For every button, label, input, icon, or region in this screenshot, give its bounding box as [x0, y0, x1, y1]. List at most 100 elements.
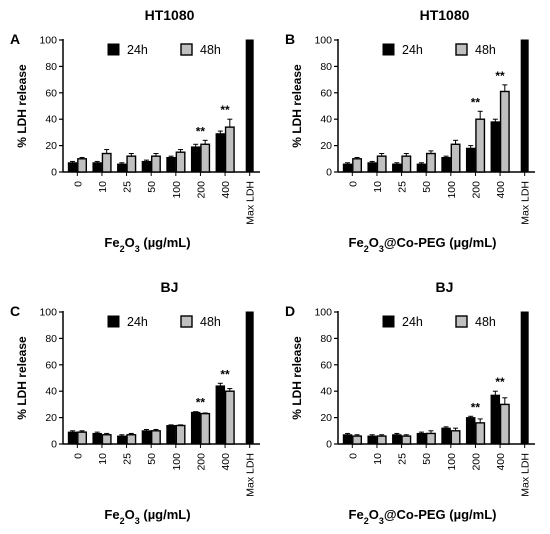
bar-max-ldh: [245, 39, 254, 173]
bar-max-ldh: [520, 311, 529, 445]
chart-panel-a: A HT1080 % LDH release 0 20 40 60 80 100 0 10 25 50 1…: [10, 7, 260, 254]
x-axis-label: Fe2O3@Co-PEG (µg/mL): [349, 507, 497, 526]
x-tick-label: 10: [372, 181, 384, 193]
x-tick-label: 100: [446, 453, 458, 471]
bar-48h: [175, 424, 186, 445]
x-tick-label: 25: [122, 453, 134, 465]
legend-label-48h: 48h: [200, 43, 221, 57]
x-tick-label: 0: [347, 181, 359, 187]
bar-24h: [215, 133, 226, 173]
bar-24h: [141, 430, 152, 445]
bar-24h: [465, 147, 476, 173]
significance-mark: **: [471, 400, 481, 414]
panel-letter: A: [10, 31, 20, 47]
significance-mark: **: [196, 124, 206, 138]
chart-panel-d: D BJ % LDH release 0 20 40 60 80 100 0 10 25 50 100 **…: [285, 279, 535, 526]
bar-48h: [475, 422, 486, 445]
x-axis-label: Fe2O3 (µg/mL): [104, 507, 190, 526]
legend-label-48h: 48h: [200, 315, 221, 329]
bar-24h: [490, 121, 501, 173]
y-tick-label: 20: [320, 412, 332, 424]
bar-24h: [141, 160, 152, 173]
x-tick-label: 0: [72, 181, 84, 187]
legend-label-48h: 48h: [475, 43, 496, 57]
bar-24h: [166, 425, 176, 445]
bar-24h: [215, 385, 226, 445]
x-tick-label: 25: [397, 181, 409, 193]
bar-48h: [126, 434, 137, 445]
y-tick-label: 20: [45, 140, 57, 152]
significance-mark: **: [220, 367, 230, 381]
bar-48h: [352, 435, 363, 445]
y-tick-label: 40: [45, 386, 57, 398]
bar-48h: [200, 412, 211, 445]
bar-24h: [67, 162, 78, 173]
panel-title: BJ: [161, 279, 179, 295]
significance-mark: **: [196, 396, 206, 410]
x-tick-label: 400: [495, 181, 507, 199]
x-tick-label: 200: [195, 181, 207, 199]
significance-mark: **: [495, 375, 505, 389]
bar-max-ldh: [245, 311, 254, 445]
bar-48h: [224, 126, 235, 173]
bar-24h: [367, 435, 377, 445]
bar-24h: [416, 432, 427, 445]
x-tick-label: Max LDH: [245, 181, 257, 225]
y-tick-label: 0: [326, 167, 332, 179]
y-tick-label: 0: [51, 167, 57, 179]
bar-24h: [392, 163, 402, 173]
x-tick-label: 400: [220, 181, 232, 199]
y-axis-label: % LDH release: [15, 64, 29, 148]
y-tick-label: 80: [45, 333, 57, 345]
y-tick-label: 100: [39, 35, 57, 47]
y-tick-label: 0: [51, 439, 57, 451]
bar-24h: [416, 163, 427, 173]
bar-48h: [150, 430, 161, 445]
x-tick-label: 50: [146, 181, 158, 193]
x-tick-label: 200: [195, 453, 207, 471]
x-tick-label: 10: [97, 453, 109, 465]
bar-48h: [450, 143, 461, 173]
significance-mark: **: [220, 103, 230, 117]
x-tick-label: 100: [171, 453, 183, 471]
y-tick-label: 100: [314, 35, 332, 47]
legend-label-24h: 24h: [402, 315, 423, 329]
y-tick-label: 60: [320, 87, 332, 99]
bar-48h: [200, 143, 211, 173]
bar-48h: [77, 158, 88, 173]
panel-title: HT1080: [145, 7, 195, 23]
significance-mark: **: [495, 69, 505, 83]
x-tick-label: 50: [146, 453, 158, 465]
legend-label-24h: 24h: [127, 43, 148, 57]
bar-24h: [441, 427, 451, 445]
x-tick-label: 25: [397, 453, 409, 465]
y-axis-label: % LDH release: [290, 336, 304, 420]
y-tick-label: 60: [45, 359, 57, 371]
legend-swatch-48h: [455, 315, 468, 328]
y-tick-label: 20: [320, 140, 332, 152]
significance-mark: **: [471, 95, 481, 109]
bar-24h: [190, 411, 201, 445]
bar-24h: [465, 417, 476, 445]
x-tick-label: 100: [171, 181, 183, 199]
x-tick-label: 10: [372, 453, 384, 465]
bar-48h: [150, 155, 161, 173]
legend-swatch-24h: [382, 315, 395, 328]
bar-24h: [392, 434, 402, 445]
panel-title: HT1080: [420, 7, 470, 23]
panel-letter: C: [10, 303, 20, 319]
y-tick-label: 40: [320, 114, 332, 126]
legend-swatch-24h: [382, 43, 395, 56]
x-tick-label: 0: [72, 453, 84, 459]
x-tick-label: 50: [421, 181, 433, 193]
bar-24h: [342, 163, 353, 173]
legend-label-48h: 48h: [475, 315, 496, 329]
y-tick-label: 0: [326, 439, 332, 451]
y-tick-label: 20: [45, 412, 57, 424]
x-tick-label: 25: [122, 181, 134, 193]
x-tick-label: 200: [470, 181, 482, 199]
x-tick-label: Max LDH: [520, 453, 532, 497]
bar-48h: [475, 118, 486, 173]
bar-24h: [166, 156, 176, 173]
y-tick-label: 100: [39, 307, 57, 319]
